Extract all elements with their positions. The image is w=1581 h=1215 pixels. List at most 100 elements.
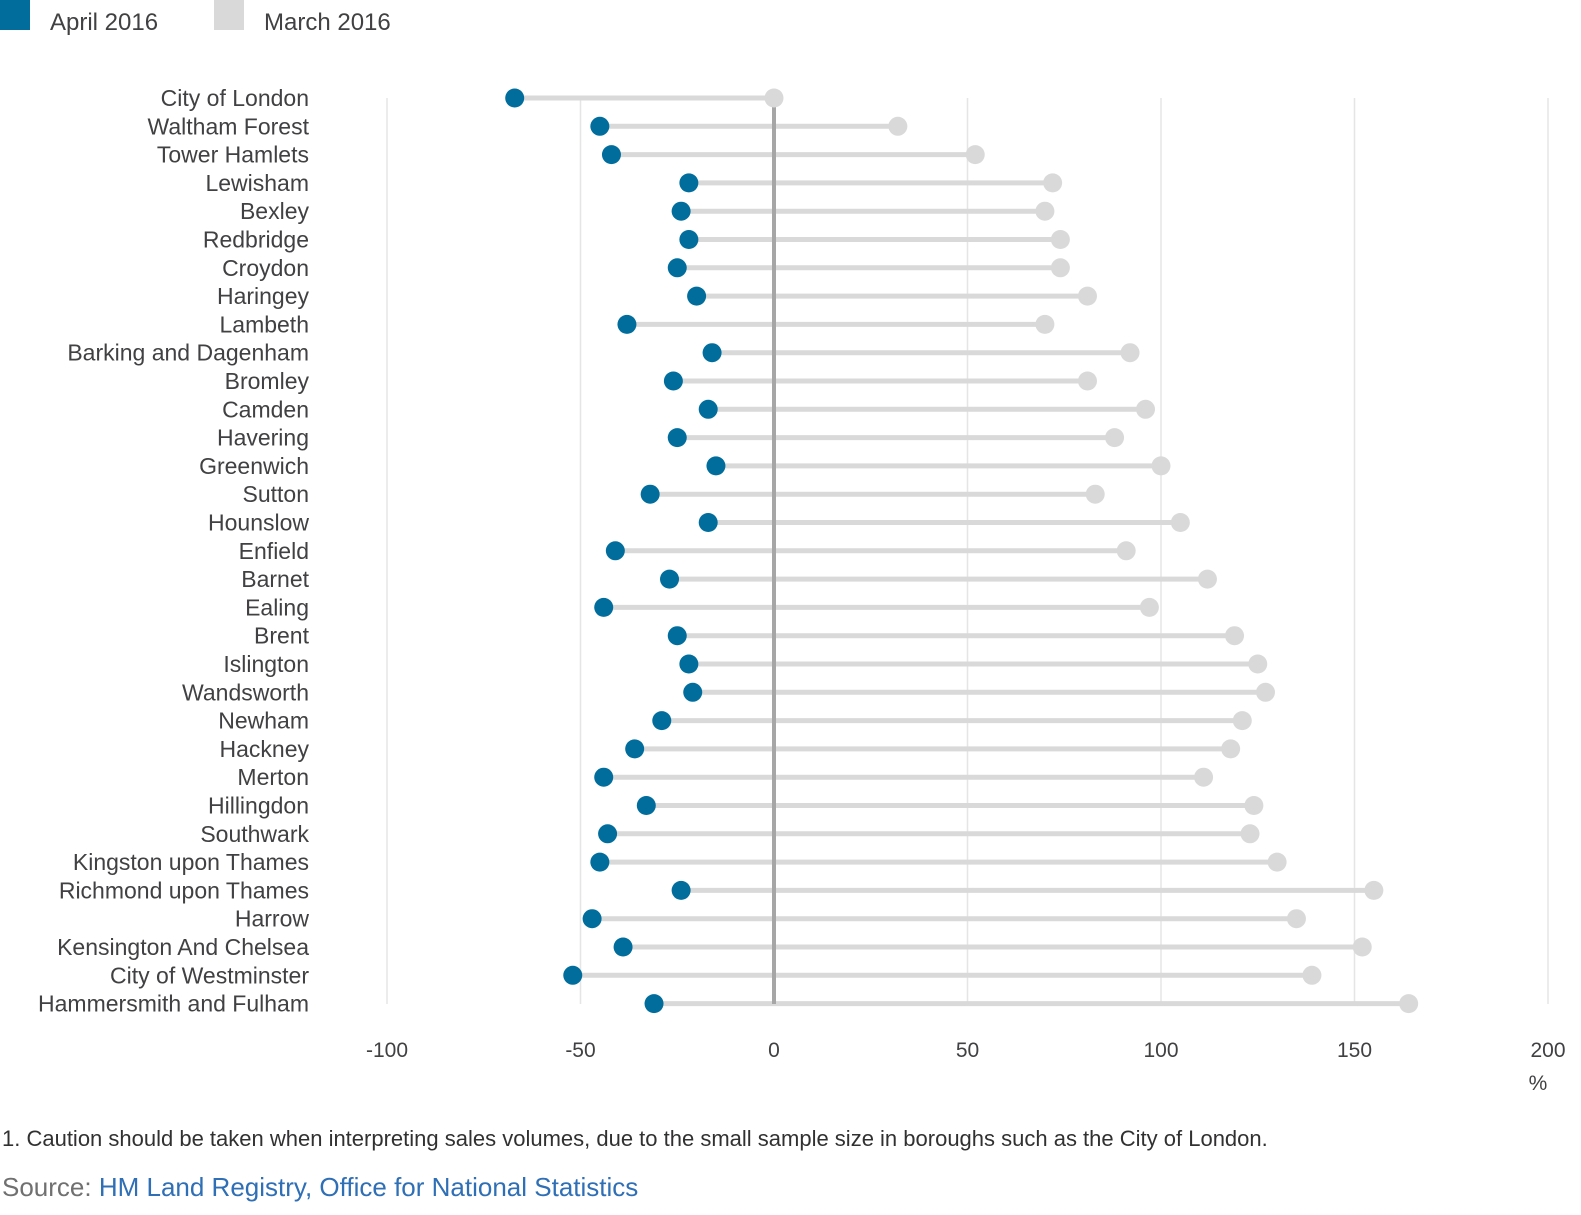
point-april-2016 (660, 569, 680, 589)
point-march-2016 (1139, 597, 1159, 617)
point-april-2016 (698, 399, 718, 419)
category-label: Newham (218, 708, 309, 734)
legend-label-april: April 2016 (50, 9, 158, 36)
source-prefix: Source: (2, 1172, 99, 1202)
point-march-2016 (1170, 513, 1190, 532)
point-march-2016 (1364, 880, 1384, 900)
category-label: City of Westminster (110, 962, 309, 988)
point-march-2016 (1136, 399, 1156, 419)
category-label: Redbridge (203, 227, 309, 253)
point-april-2016 (625, 739, 645, 759)
x-tick-label: 100 (1143, 1039, 1178, 1062)
x-tick-label: -100 (366, 1039, 408, 1062)
point-march-2016 (764, 88, 784, 108)
category-label: Brent (254, 623, 310, 649)
point-april-2016 (617, 314, 637, 334)
category-label: Haringey (217, 283, 310, 309)
x-axis-unit: % (1529, 1072, 1548, 1095)
x-tick-label: 150 (1337, 1039, 1372, 1062)
category-label: Barnet (241, 566, 309, 592)
point-march-2016 (1232, 711, 1252, 731)
point-march-2016 (1151, 456, 1171, 476)
category-label: Havering (217, 425, 309, 451)
category-label: Southwark (200, 821, 309, 847)
point-april-2016 (667, 626, 687, 646)
point-march-2016 (1255, 682, 1275, 702)
point-april-2016 (563, 965, 583, 985)
point-march-2016 (1043, 173, 1063, 193)
legend-label-march: March 2016 (264, 9, 391, 36)
point-march-2016 (1194, 767, 1214, 787)
point-april-2016 (652, 711, 672, 731)
category-label: Kingston upon Thames (73, 849, 309, 875)
category-label: Camden (222, 396, 309, 422)
category-label: Enfield (239, 538, 309, 564)
x-tick-label: 200 (1530, 1039, 1565, 1062)
point-march-2016 (1050, 230, 1070, 249)
dumbbell-connectors (514, 95, 1409, 1007)
point-march-2016 (1105, 428, 1125, 448)
category-label: Hillingdon (208, 793, 309, 819)
category-label: Wandsworth (182, 679, 309, 705)
point-april-2016 (679, 230, 699, 249)
point-march-2016 (965, 145, 985, 165)
point-april-2016 (598, 824, 618, 844)
point-april-2016 (663, 371, 683, 391)
category-label: Tower Hamlets (157, 142, 309, 168)
source-link[interactable]: HM Land Registry, Office for National St… (98, 1172, 639, 1202)
point-march-2016 (1248, 654, 1268, 674)
chart-legend: April 2016 March 2016 (0, 0, 391, 36)
point-april-2016 (594, 597, 614, 617)
data-points (505, 88, 1419, 1014)
point-march-2016 (1244, 796, 1264, 815)
point-march-2016 (1399, 994, 1419, 1014)
category-label: Lambeth (219, 311, 309, 337)
point-april-2016 (667, 258, 687, 278)
category-label: Croydon (222, 255, 309, 281)
category-label: Hounslow (208, 510, 309, 536)
point-april-2016 (605, 541, 625, 561)
legend-swatch-march (214, 0, 244, 30)
point-march-2016 (1352, 937, 1372, 957)
point-march-2016 (1035, 201, 1055, 221)
point-april-2016 (636, 796, 656, 815)
category-label: Harrow (235, 906, 310, 932)
point-april-2016 (644, 994, 664, 1014)
point-march-2016 (1225, 626, 1245, 646)
point-march-2016 (1077, 371, 1097, 391)
point-march-2016 (1120, 343, 1140, 363)
point-april-2016 (594, 767, 614, 787)
category-label: Bexley (240, 198, 310, 224)
point-march-2016 (1221, 739, 1241, 759)
point-march-2016 (1085, 484, 1105, 504)
category-label: Kensington And Chelsea (57, 934, 309, 960)
point-april-2016 (698, 513, 718, 532)
x-tick-label: 50 (956, 1039, 979, 1062)
point-march-2016 (1035, 314, 1055, 334)
point-april-2016 (706, 456, 726, 476)
point-april-2016 (590, 116, 610, 136)
category-label: Barking and Dagenham (67, 340, 309, 366)
point-march-2016 (1286, 909, 1306, 929)
point-march-2016 (1077, 286, 1097, 306)
category-label: Islington (223, 651, 309, 677)
point-april-2016 (679, 654, 699, 674)
point-march-2016 (1197, 569, 1217, 589)
footnote: 1. Caution should be taken when interpre… (2, 1126, 1268, 1151)
category-label: Merton (237, 764, 309, 790)
category-label: Waltham Forest (148, 113, 310, 139)
point-april-2016 (590, 852, 610, 872)
point-april-2016 (702, 343, 722, 363)
category-label: Bromley (225, 368, 310, 394)
point-march-2016 (888, 116, 908, 136)
category-label: Greenwich (199, 453, 309, 479)
category-label: Richmond upon Thames (59, 877, 309, 903)
point-april-2016 (671, 880, 691, 900)
x-tick-label: -50 (565, 1039, 595, 1062)
point-april-2016 (683, 682, 703, 702)
point-april-2016 (667, 428, 687, 448)
x-tick-label: 0 (768, 1039, 780, 1062)
point-april-2016 (687, 286, 707, 306)
category-label: Sutton (243, 481, 310, 507)
point-march-2016 (1267, 852, 1287, 872)
